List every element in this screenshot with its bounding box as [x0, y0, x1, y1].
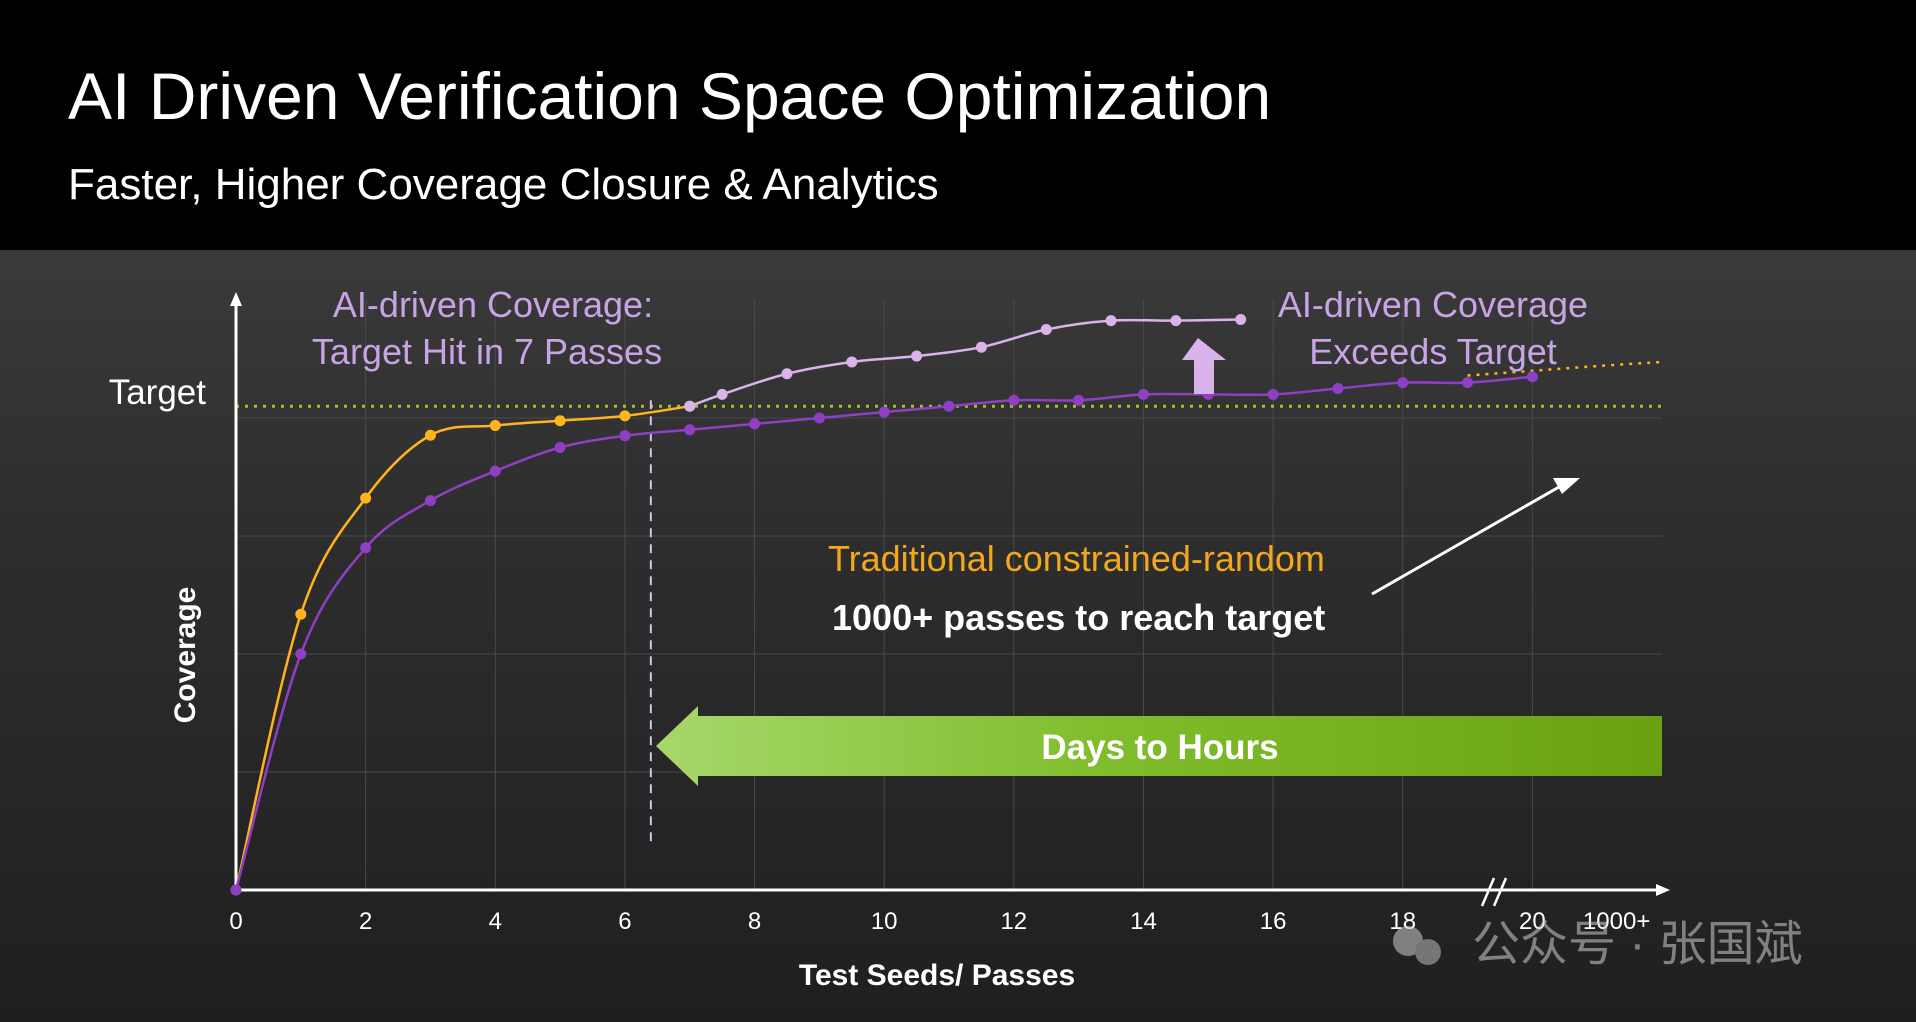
traditional-point: [1332, 383, 1344, 394]
x-axis-label: Test Seeds/ Passes: [799, 959, 1075, 992]
slide-title: AI Driven Verification Space Optimizatio…: [68, 59, 1272, 133]
ai-post-target-point: [781, 368, 793, 380]
exceed-up-arrow: [1182, 338, 1226, 394]
ai-pre-target-point: [424, 429, 436, 441]
traditional-point: [489, 465, 501, 477]
x-tick-label: 0: [229, 908, 242, 935]
ai-post-target-point: [846, 356, 858, 368]
watermark-text: 公众号 · 张国斌: [1472, 918, 1803, 971]
x-tick-label: 10: [871, 908, 898, 935]
ai-post-target-point: [1235, 313, 1247, 325]
traditional-point: [1462, 377, 1474, 389]
x-tick-label: 4: [489, 908, 502, 935]
traditional-point: [684, 424, 696, 436]
traditional-point: [1526, 371, 1538, 383]
ai-hit-annotation-line1: AI-driven Coverage:: [333, 284, 653, 325]
target-label: Target: [109, 373, 207, 412]
x-axis-arrowhead: [1656, 884, 1670, 896]
ai-post-target-line: [689, 318, 1241, 408]
x-tick-label: 8: [748, 908, 761, 935]
traditional-point: [1137, 388, 1149, 400]
x-tick-labels: 0 2 4 6 8 10 12 14 16 18 20 1000+: [229, 908, 1650, 935]
x-tick-label: 20: [1519, 908, 1546, 935]
traditional-point: [360, 542, 372, 554]
traditional-point: [943, 400, 955, 412]
x-tick-label: 1000+: [1583, 908, 1650, 935]
ai-exceed-annotation-line2: Exceeds Target: [1309, 331, 1556, 372]
axes: [230, 292, 1670, 896]
traditional-line: [234, 375, 1533, 891]
traditional-annotation-line1: Traditional constrained-random: [828, 538, 1325, 579]
ai-pre-target-point: [619, 410, 631, 422]
ai-post-target-point: [1040, 324, 1052, 335]
x-tick-label: 12: [1000, 908, 1027, 935]
x-tick-label: 16: [1260, 908, 1287, 935]
y-axis-arrowhead: [230, 292, 242, 306]
traditional-annotation-line2: 1000+ passes to reach target: [832, 597, 1325, 638]
traditional-extrapolated-line: [1467, 360, 1663, 377]
slide-header: AI Driven Verification Space Optimizatio…: [0, 0, 1916, 250]
series-lines: [234, 318, 1663, 891]
traditional-point: [424, 495, 436, 507]
ai-pre-target-point: [489, 420, 501, 432]
ai-pre-target-point: [554, 415, 566, 427]
traditional-point: [1008, 394, 1020, 406]
gridlines: [235, 300, 1662, 891]
traditional-point: [878, 406, 890, 418]
traditional-point: [749, 418, 761, 430]
ai-exceed-annotation-line1: AI-driven Coverage: [1278, 284, 1588, 325]
x-tick-label: 14: [1130, 908, 1157, 935]
traditional-point: [230, 884, 242, 896]
traditional-point: [554, 442, 566, 453]
ai-pre-target-point: [360, 492, 372, 504]
axis-break-mark: [1480, 877, 1508, 907]
days-to-hours-label: Days to Hours: [1041, 728, 1278, 767]
ai-post-target-point: [684, 400, 696, 412]
slide-subtitle: Faster, Higher Coverage Closure & Analyt…: [68, 160, 939, 209]
ai-post-target-point: [716, 388, 728, 400]
watermark: 公众号 · 张国斌: [1393, 918, 1803, 971]
ai-pre-target-point: [295, 608, 307, 620]
y-axis-label: Coverage: [169, 587, 202, 724]
ai-post-target-point: [975, 341, 987, 353]
traditional-point: [619, 430, 631, 442]
traditional-point: [813, 412, 825, 424]
ai-post-target-point: [1105, 315, 1117, 327]
days-to-hours-arrow: [656, 706, 1662, 786]
traditional-point: [1073, 394, 1085, 406]
traditional-point: [295, 648, 307, 660]
chart-panel: [0, 250, 1916, 1022]
ai-post-target-point: [911, 350, 923, 362]
ai-hit-annotation-line2: Target Hit in 7 Passes: [312, 331, 662, 372]
traditional-point: [1267, 388, 1279, 400]
traditional-point: [1397, 377, 1409, 389]
x-tick-label: 6: [618, 908, 631, 935]
ai-post-target-point: [1170, 315, 1182, 327]
series-points: [230, 313, 1538, 896]
traditional-pointer-arrow: [1371, 478, 1580, 596]
x-tick-label: 2: [359, 908, 372, 935]
